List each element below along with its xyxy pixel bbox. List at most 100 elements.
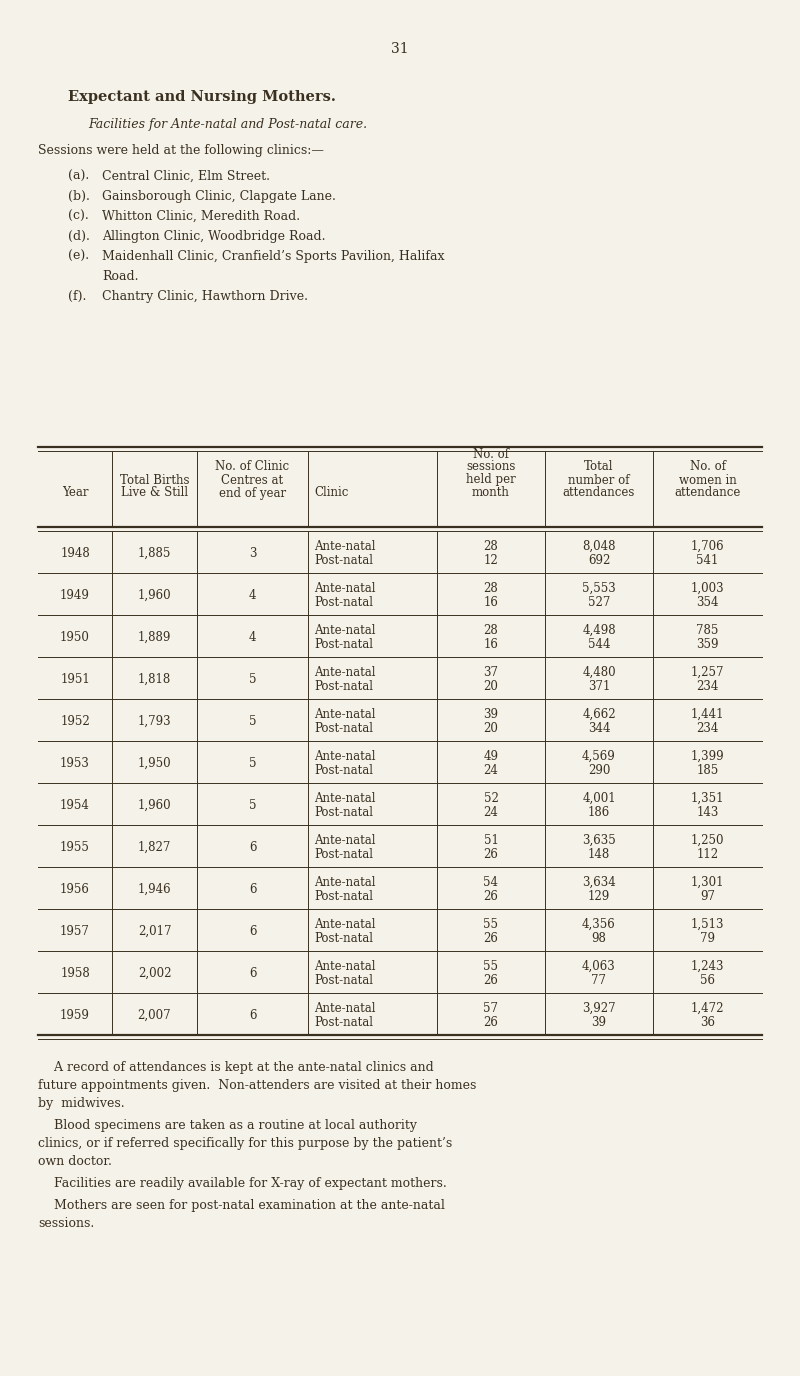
Text: (b).: (b). [68, 190, 90, 204]
Text: 24: 24 [483, 806, 498, 819]
Text: end of year: end of year [219, 487, 286, 499]
Text: 4,498: 4,498 [582, 623, 616, 637]
Text: Ante-natal: Ante-natal [314, 582, 375, 594]
Text: 1948: 1948 [60, 548, 90, 560]
Text: 28: 28 [484, 539, 498, 553]
Text: 12: 12 [484, 555, 498, 567]
Text: 79: 79 [700, 932, 715, 945]
Text: 6: 6 [249, 967, 256, 980]
Text: held per: held per [466, 473, 516, 487]
Text: 3,634: 3,634 [582, 877, 616, 889]
Text: Post-natal: Post-natal [314, 722, 373, 735]
Text: Post-natal: Post-natal [314, 932, 373, 945]
Text: Total: Total [584, 461, 614, 473]
Text: 5: 5 [249, 716, 256, 728]
Text: Ante-natal: Ante-natal [314, 666, 375, 678]
Text: 143: 143 [696, 806, 718, 819]
Text: Post-natal: Post-natal [314, 1015, 373, 1029]
Text: Maidenhall Clinic, Cranfield’s Sports Pavilion, Halifax: Maidenhall Clinic, Cranfield’s Sports Pa… [102, 250, 445, 263]
Text: 5,553: 5,553 [582, 582, 616, 594]
Text: Post-natal: Post-natal [314, 596, 373, 610]
Text: Post-natal: Post-natal [314, 555, 373, 567]
Text: 16: 16 [483, 596, 498, 610]
Text: 28: 28 [484, 623, 498, 637]
Text: 1,257: 1,257 [690, 666, 724, 678]
Text: Blood specimens are taken as a routine at local authority: Blood specimens are taken as a routine a… [38, 1119, 417, 1132]
Text: 4,356: 4,356 [582, 918, 616, 932]
Text: 26: 26 [483, 932, 498, 945]
Text: Year: Year [62, 487, 88, 499]
Text: 3,927: 3,927 [582, 1002, 616, 1015]
Text: 354: 354 [696, 596, 718, 610]
Text: 4: 4 [249, 632, 256, 644]
Text: clinics, or if referred specifically for this purpose by the patient’s: clinics, or if referred specifically for… [38, 1137, 452, 1150]
Text: 54: 54 [483, 877, 498, 889]
Text: 1,793: 1,793 [138, 716, 171, 728]
Text: 20: 20 [483, 722, 498, 735]
Text: 359: 359 [696, 638, 718, 651]
Text: Total Births: Total Births [120, 473, 190, 487]
Text: A record of attendances is kept at the ante-natal clinics and: A record of attendances is kept at the a… [38, 1061, 434, 1075]
Text: 77: 77 [591, 974, 606, 987]
Text: 20: 20 [483, 680, 498, 694]
Text: 234: 234 [696, 680, 718, 694]
Text: 234: 234 [696, 722, 718, 735]
Text: 2,007: 2,007 [138, 1009, 171, 1022]
Text: 1953: 1953 [60, 757, 90, 771]
Text: 692: 692 [588, 555, 610, 567]
Text: Post-natal: Post-natal [314, 680, 373, 694]
Text: (c).: (c). [68, 211, 89, 223]
Text: Sessions were held at the following clinics:—: Sessions were held at the following clin… [38, 144, 324, 157]
Text: 4: 4 [249, 589, 256, 603]
Text: Gainsborough Clinic, Clapgate Lane.: Gainsborough Clinic, Clapgate Lane. [102, 190, 336, 204]
Text: 28: 28 [484, 582, 498, 594]
Text: Ante-natal: Ante-natal [314, 918, 375, 932]
Text: Whitton Clinic, Meredith Road.: Whitton Clinic, Meredith Road. [102, 211, 300, 223]
Text: Live & Still: Live & Still [121, 487, 188, 499]
Text: Centres at: Centres at [222, 473, 283, 487]
Text: 2,017: 2,017 [138, 925, 171, 938]
Text: 148: 148 [588, 848, 610, 861]
Text: 344: 344 [588, 722, 610, 735]
Text: sessions: sessions [466, 461, 516, 473]
Text: Clinic: Clinic [314, 487, 348, 499]
Text: 55: 55 [483, 960, 498, 973]
Text: 8,048: 8,048 [582, 539, 616, 553]
Text: 26: 26 [483, 890, 498, 903]
Text: 1,960: 1,960 [138, 799, 171, 812]
Text: Facilities for Ante-natal and Post-natal care.: Facilities for Ante-natal and Post-natal… [88, 118, 367, 131]
Text: 6: 6 [249, 925, 256, 938]
Text: 1,827: 1,827 [138, 841, 171, 854]
Text: attendances: attendances [563, 487, 635, 499]
Text: 6: 6 [249, 883, 256, 896]
Text: by  midwives.: by midwives. [38, 1097, 125, 1110]
Text: 6: 6 [249, 841, 256, 854]
Text: 1,818: 1,818 [138, 673, 171, 687]
Text: 1,003: 1,003 [690, 582, 724, 594]
Text: 3,635: 3,635 [582, 834, 616, 848]
Text: 26: 26 [483, 974, 498, 987]
Text: 52: 52 [483, 793, 498, 805]
Text: Allington Clinic, Woodbridge Road.: Allington Clinic, Woodbridge Road. [102, 230, 326, 244]
Text: 1951: 1951 [60, 673, 90, 687]
Text: 1,513: 1,513 [690, 918, 724, 932]
Text: Ante-natal: Ante-natal [314, 834, 375, 848]
Text: Ante-natal: Ante-natal [314, 877, 375, 889]
Text: 1954: 1954 [60, 799, 90, 812]
Text: 527: 527 [588, 596, 610, 610]
Text: Facilities are readily available for X-ray of expectant mothers.: Facilities are readily available for X-r… [38, 1176, 446, 1190]
Text: own doctor.: own doctor. [38, 1154, 112, 1168]
Text: Post-natal: Post-natal [314, 638, 373, 651]
Text: 1959: 1959 [60, 1009, 90, 1022]
Text: number of: number of [568, 473, 630, 487]
Text: 1955: 1955 [60, 841, 90, 854]
Text: 129: 129 [588, 890, 610, 903]
Text: Mothers are seen for post-natal examination at the ante-natal: Mothers are seen for post-natal examinat… [38, 1198, 445, 1212]
Text: 51: 51 [483, 834, 498, 848]
Text: month: month [472, 487, 510, 499]
Text: No. of Clinic: No. of Clinic [215, 461, 290, 473]
Text: (a).: (a). [68, 171, 90, 183]
Text: 4,569: 4,569 [582, 750, 616, 764]
Text: Expectant and Nursing Mothers.: Expectant and Nursing Mothers. [68, 89, 336, 105]
Text: 1957: 1957 [60, 925, 90, 938]
